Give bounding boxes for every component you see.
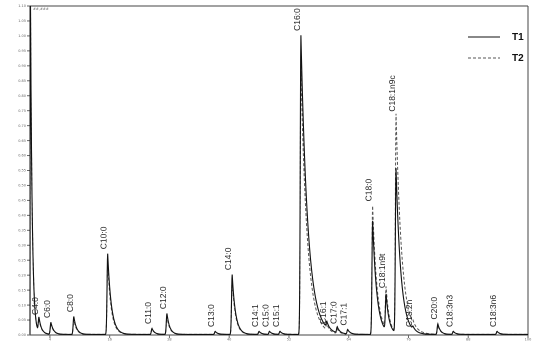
series-line-t2 (29, 5, 528, 335)
x-tick-label: 52 (287, 338, 291, 341)
y-tick-label: 0.90 (18, 64, 26, 68)
y-tick-label: 0.45 (18, 199, 26, 203)
y-tick-label: 0.70 (18, 124, 26, 128)
y-ticks: 0.00 0.05 0.10 0.15 0.20 0.25 0.30 0.35 0.40 0.45… (18, 4, 30, 337)
peak-label: C18:0 (364, 178, 374, 201)
y-tick-label: 0.80 (18, 94, 26, 98)
x-tick-label: 76 (406, 338, 410, 341)
y-tick-label: 0.95 (18, 49, 26, 53)
y-tick-label: 0.55 (18, 169, 26, 173)
peak-label: C20:0 (429, 297, 439, 320)
y-tick-label: 0.40 (18, 214, 26, 218)
y-tick-label: 0.15 (18, 288, 26, 292)
y-tick-label: 0.65 (18, 139, 26, 143)
peak-label: C8:0 (65, 294, 75, 312)
peak-label: C18:1n9c (387, 75, 397, 112)
peak-labels: C4:0 C6:0 C8:0 C10:0 C11:0 C12:0 C13:0 C14:0 C14… (30, 8, 498, 327)
peak-label: C10:0 (99, 226, 109, 249)
x-tick-label: 40 (227, 338, 231, 341)
peak-label: C15:0 (261, 304, 271, 327)
peak-label: C13:0 (206, 304, 216, 327)
peak-label: C15:1 (271, 304, 281, 327)
y-tick-label: 0.75 (18, 109, 26, 113)
legend-label-t2: T2 (512, 53, 524, 64)
series-line-t1 (29, 5, 528, 335)
x-tick-label: 16 (107, 338, 111, 341)
peak-label: C11:0 (143, 302, 153, 324)
peak-label: C16:0 (292, 8, 302, 31)
peak-label: C18:3n6 (488, 295, 498, 327)
y-tick-label: 1.05 (18, 19, 26, 23)
x-tick-label: 64 (346, 338, 351, 341)
peak-label: C6:0 (42, 300, 52, 318)
peak-label: C14:1 (250, 304, 260, 327)
y-tick-label: 1.00 (18, 34, 26, 38)
x-ticks: 4 16 28 40 52 64 76 88 100 (49, 335, 532, 341)
legend-label-t1: T1 (512, 32, 524, 43)
y-tick-label: 0.35 (18, 229, 26, 233)
axes (29, 5, 529, 336)
y-tick-label: 1.10 (18, 4, 26, 8)
y-tick-label: 0.60 (18, 154, 26, 158)
peak-label: C17:0 (328, 301, 338, 324)
peak-label: C16:1 (318, 301, 328, 324)
x-tick-label: 88 (466, 338, 470, 341)
y-tick-label: 0.00 (18, 333, 26, 337)
x-tick-label: 100 (525, 338, 532, 341)
y-tick-label: 0.50 (18, 184, 26, 188)
x-tick-label: 4 (49, 338, 52, 341)
peak-label: C18:3n3 (444, 295, 454, 327)
x-tick-label: 28 (167, 338, 171, 341)
y-axis-top-label: ##,### (33, 7, 49, 11)
peak-label: C12:0 (158, 286, 168, 309)
peak-label: C4:0 (30, 297, 40, 315)
y-tick-label: 0.10 (18, 303, 26, 307)
y-tick-label: 0.85 (18, 79, 26, 83)
peak-label: C17:1 (339, 303, 349, 326)
y-tick-label: 0.30 (18, 243, 26, 247)
peak-label: C18:1n9t (377, 253, 387, 288)
legend: T1 T2 (468, 32, 524, 64)
peak-label: C14:0 (223, 247, 233, 270)
y-tick-label: 0.25 (18, 258, 26, 262)
y-tick-label: 0.20 (18, 273, 26, 277)
peak-label: C18:2n (404, 299, 414, 327)
y-tick-label: 0.05 (18, 318, 26, 322)
